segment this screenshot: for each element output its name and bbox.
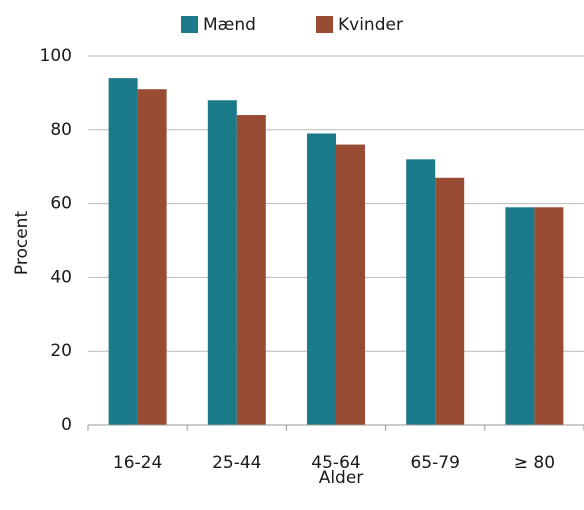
legend-swatch (181, 16, 198, 33)
axes: 0 20 40 60 80 100 16-24 25-44 45-64 65-79 ≥ 80 (40, 46, 584, 473)
x-tick-label: 25-44 (212, 453, 261, 473)
y-tick-label: 100 (40, 46, 72, 66)
bars (108, 78, 564, 426)
bar (108, 78, 138, 425)
bar (307, 133, 336, 426)
x-tick-label: ≥ 80 (514, 453, 555, 473)
bar (435, 177, 465, 425)
bar (207, 100, 237, 425)
legend: Mænd Kvinder (181, 15, 403, 35)
bar (236, 115, 266, 425)
bar (137, 89, 167, 426)
y-axis-title: Procent (12, 211, 32, 276)
legend-swatch (316, 16, 333, 33)
x-tick-label: 16-24 (113, 453, 162, 473)
x-axis-title: Alder (319, 468, 364, 488)
bar (534, 207, 564, 425)
y-tick-label: 40 (50, 267, 72, 287)
y-tick-label: 0 (61, 415, 72, 435)
bar (505, 207, 535, 425)
y-tick-label: 60 (50, 194, 72, 214)
x-tick-label: 65-79 (410, 453, 459, 473)
bar (406, 159, 436, 425)
x-tick-label: 45-64 (311, 453, 360, 473)
legend-label: Mænd (203, 15, 256, 35)
y-tick-label: 20 (50, 341, 72, 361)
legend-label: Kvinder (338, 15, 403, 35)
bar (336, 144, 365, 425)
y-tick-label: 80 (50, 120, 72, 140)
